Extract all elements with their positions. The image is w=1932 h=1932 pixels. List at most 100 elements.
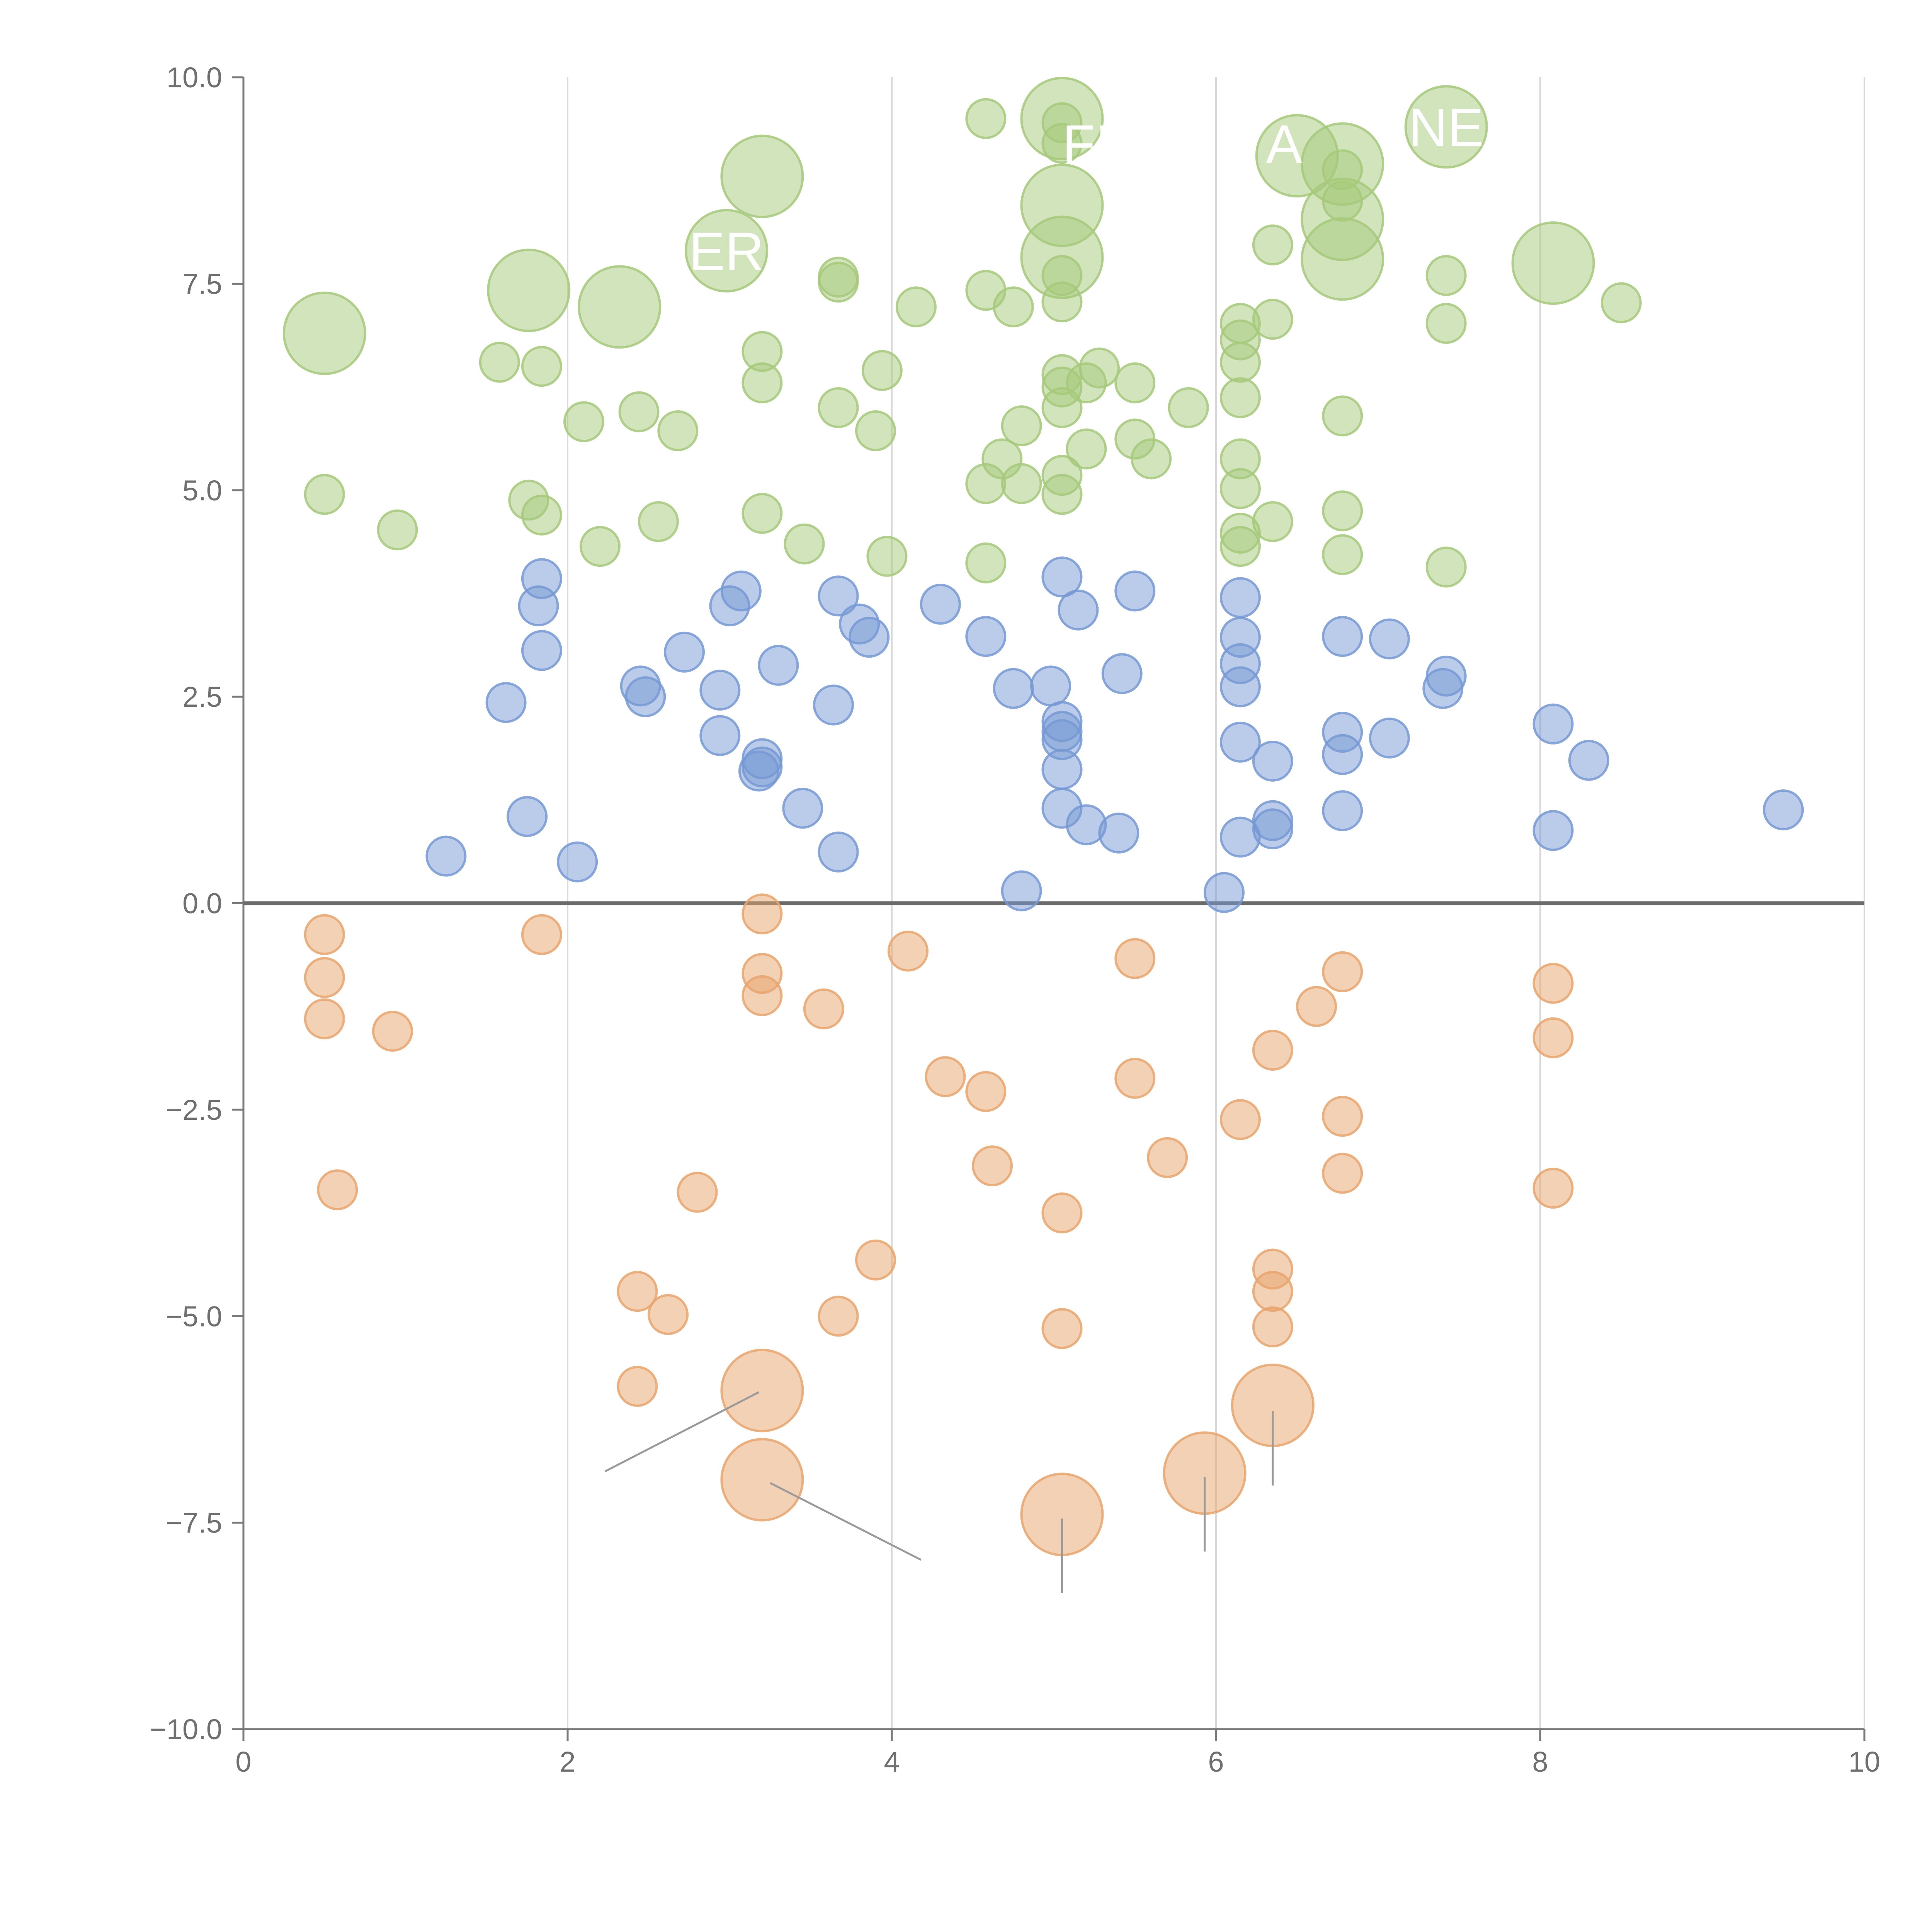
x-tick-label: 6 xyxy=(1208,1746,1224,1778)
orange-bubble xyxy=(1532,963,1574,1004)
blue-bubble xyxy=(521,630,562,671)
green-bubble xyxy=(1425,546,1467,588)
y-tick-label: −2.5 xyxy=(166,1094,222,1126)
orange-bubble xyxy=(887,930,929,972)
blue-bubble xyxy=(699,670,741,711)
green-bubble xyxy=(1041,474,1083,515)
orange-bubble xyxy=(818,1296,859,1337)
orange-bubble xyxy=(304,914,345,955)
x-tick-label: 0 xyxy=(235,1746,251,1778)
y-tick-label: 0.0 xyxy=(182,888,222,920)
bubble-layer xyxy=(282,77,1804,1556)
green-bubble xyxy=(657,410,699,451)
blue-bubble xyxy=(818,831,859,872)
green-bubble xyxy=(563,401,604,442)
blue-bubble xyxy=(1219,721,1261,763)
orange-bubble xyxy=(1532,1017,1574,1058)
orange-bubble xyxy=(855,1239,896,1281)
blue-bubble xyxy=(849,617,890,658)
x-tick-label: 10 xyxy=(1849,1746,1880,1778)
green-bubble xyxy=(521,494,562,536)
blue-bubble xyxy=(738,750,780,792)
blue-bubble xyxy=(557,841,598,883)
green-bubble xyxy=(895,286,937,328)
green-bubble xyxy=(1600,282,1642,323)
orange-bubble xyxy=(617,1366,658,1407)
green-bubble xyxy=(1425,303,1467,344)
ticks-layer: 0 2 4 6 8 10 −10.0 −7.5 −5.0 −2.5 0.0 2.5 5.0 7.5 10.0 xyxy=(150,61,1880,1778)
orange-bubble xyxy=(742,893,783,935)
green-bubble xyxy=(866,536,908,577)
orange-bubble xyxy=(1252,1271,1293,1312)
blue-bubble xyxy=(1219,577,1261,618)
y-tick-label: −7.5 xyxy=(166,1507,222,1539)
orange-bubble xyxy=(304,957,345,998)
green-bubble xyxy=(1041,387,1083,428)
orange-bubble xyxy=(1252,1029,1293,1071)
blue-bubble xyxy=(1369,618,1410,660)
blue-bubble xyxy=(664,631,705,673)
green-bubble xyxy=(1404,85,1488,169)
green-bubble xyxy=(1511,221,1595,305)
blue-bubble xyxy=(1322,734,1363,775)
blue-bubble xyxy=(1041,556,1083,598)
green-bubble xyxy=(1066,428,1107,469)
blue-bubble xyxy=(1369,718,1410,759)
orange-bubble xyxy=(1296,986,1337,1027)
blue-bubble xyxy=(1252,740,1293,782)
blue-bubble xyxy=(1568,740,1609,781)
blue-bubble xyxy=(425,835,467,877)
blue-bubble xyxy=(1098,812,1139,854)
orange-bubble xyxy=(648,1294,689,1335)
blue-bubble xyxy=(813,684,854,726)
green-bubble xyxy=(1001,463,1042,504)
blue-bubble xyxy=(1101,653,1143,694)
y-tick-label: 2.5 xyxy=(182,681,222,713)
green-bubble xyxy=(861,350,903,391)
green-bubble xyxy=(521,346,562,387)
green-bubble xyxy=(965,463,1007,504)
green-bubble xyxy=(1041,255,1083,296)
green-bubble xyxy=(742,362,783,403)
green-bubble xyxy=(1219,342,1261,383)
orange-bubble xyxy=(1322,951,1363,992)
green-bubble xyxy=(1131,438,1172,480)
blue-bubble xyxy=(1532,810,1574,851)
green-bubble xyxy=(1114,362,1156,403)
green-bubble xyxy=(685,209,769,293)
green-bubble xyxy=(1041,123,1083,164)
green-bubble xyxy=(1001,405,1042,447)
blue-bubble xyxy=(1001,870,1042,912)
green-bubble xyxy=(1219,377,1261,418)
green-bubble xyxy=(1252,299,1293,340)
blue-bubble xyxy=(507,796,548,837)
green-bubble xyxy=(578,265,662,349)
blue-bubble xyxy=(1252,808,1293,850)
orange-bubble xyxy=(1041,1308,1083,1349)
orange-bubble xyxy=(1147,1137,1188,1178)
green-bubble xyxy=(1425,255,1467,296)
leader-layer xyxy=(604,1391,1274,1593)
blue-bubble xyxy=(1114,570,1156,612)
green-bubble xyxy=(618,391,660,432)
orange-bubble xyxy=(1114,938,1156,979)
orange-bubble xyxy=(965,1071,1007,1112)
blue-bubble xyxy=(1058,589,1099,631)
orange-bubble xyxy=(1322,1095,1363,1137)
blue-bubble xyxy=(625,676,666,718)
y-tick-label: 7.5 xyxy=(182,268,222,300)
orange-bubble xyxy=(803,988,844,1030)
blue-bubble xyxy=(965,616,1007,657)
green-bubble xyxy=(818,387,859,428)
green-bubble xyxy=(742,493,783,534)
blue-bubble xyxy=(1322,616,1363,657)
blue-bubble xyxy=(758,645,799,686)
orange-bubble xyxy=(720,1349,804,1432)
orange-bubble xyxy=(925,1056,966,1097)
blue-bubble xyxy=(818,575,859,617)
green-bubble xyxy=(638,501,679,542)
green-bubble xyxy=(1322,180,1363,222)
orange-bubble xyxy=(1252,1306,1293,1348)
y-tick-label: 10.0 xyxy=(167,61,222,94)
blue-bubble xyxy=(699,715,741,756)
